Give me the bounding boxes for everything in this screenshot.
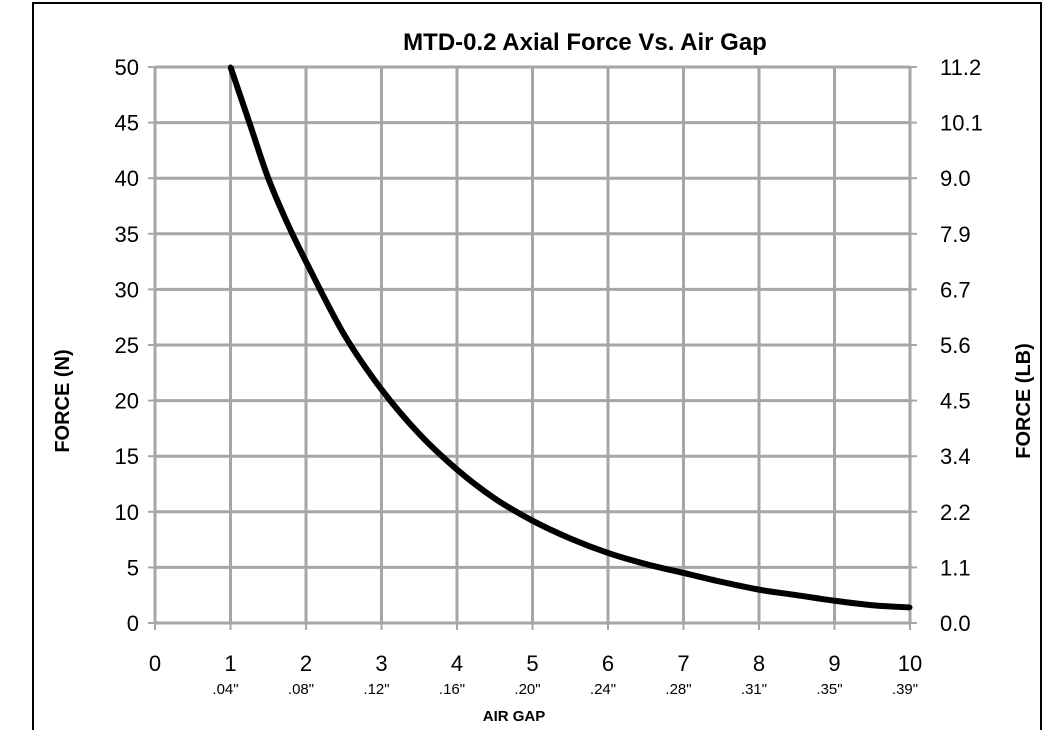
x-tick-label: 8 (753, 651, 765, 676)
x-tick-label: 3 (375, 651, 387, 676)
y2-tick-label: 0.0 (940, 611, 971, 636)
y-axis-title: FORCE (N) (52, 349, 74, 452)
data-point (228, 64, 233, 70)
data-point (492, 495, 498, 501)
data-point (718, 579, 724, 585)
y-tick-label: 40 (115, 166, 139, 191)
data-point (454, 467, 460, 473)
data-point (416, 431, 422, 437)
y2-tick-label: 3.4 (940, 444, 971, 469)
data-point (794, 592, 800, 598)
x-subtick-label: .08" (288, 681, 314, 698)
y-tick-label: 0 (127, 611, 139, 636)
y-tick-label: 25 (115, 333, 139, 358)
x-subtick-label: .39" (892, 681, 918, 698)
series-line (227, 66, 911, 611)
y2-tick-label: 1.1 (940, 555, 971, 580)
tick-labels: 0 1 .04" 2 .08" 3 .12" 4 .16" 5 .20" 6 .24" 7 .28" 8 .31… (115, 55, 983, 698)
x-tick-label: 1 (224, 651, 236, 676)
y-tick-label: 45 (115, 111, 139, 136)
y-tick-label: 10 (115, 500, 139, 525)
x-subtick-label: .20" (514, 681, 540, 698)
x-tick-label: 5 (526, 651, 538, 676)
x-subtick-label: .12" (363, 681, 389, 698)
x-axis-title: AIR GAP (483, 708, 546, 725)
data-point (379, 386, 384, 392)
y-tick-label: 20 (115, 389, 139, 414)
y-tick-label: 35 (115, 222, 139, 247)
y-tick-label: 50 (115, 55, 139, 80)
data-point (284, 220, 290, 226)
y2-tick-label: 11.2 (940, 55, 981, 80)
y2-axis-title: FORCE (LB) (1013, 343, 1035, 459)
x-subtick-label: .28" (665, 681, 691, 698)
x-subtick-label: .31" (741, 681, 767, 698)
x-tick-label: 4 (451, 651, 463, 676)
x-subtick-label: .16" (439, 681, 465, 698)
data-point (869, 602, 875, 608)
y-tick-label: 15 (115, 444, 139, 469)
data-point (265, 175, 271, 181)
data-point (681, 570, 686, 576)
x-tick-label: 2 (300, 651, 312, 676)
x-tick-label: 6 (602, 651, 614, 676)
series-layer (227, 64, 913, 611)
x-tick-label: 0 (149, 651, 161, 676)
chart-title: MTD-0.2 Axial Force Vs. Air Gap (403, 29, 767, 56)
y2-tick-label: 6.7 (940, 277, 971, 302)
y2-tick-label: 9.0 (940, 166, 971, 191)
x-tick-label: 10 (898, 651, 922, 676)
y-tick-label: 30 (115, 277, 139, 302)
data-point (907, 604, 913, 610)
x-tick-label: 7 (677, 651, 689, 676)
x-tick-label: 9 (828, 651, 840, 676)
y2-tick-label: 2.2 (940, 500, 971, 525)
data-point (605, 550, 611, 556)
axes (148, 66, 917, 630)
y2-tick-label: 5.6 (940, 333, 971, 358)
data-point (530, 518, 535, 524)
x-subtick-label: .24" (590, 681, 616, 698)
y2-tick-label: 7.9 (940, 222, 971, 247)
data-point (303, 259, 309, 265)
y-tick-label: 5 (127, 555, 139, 580)
data-point (341, 331, 347, 337)
y2-tick-label: 4.5 (940, 389, 971, 414)
x-subtick-label: .04" (212, 681, 238, 698)
data-point (832, 598, 837, 604)
y2-tick-label: 10.1 (940, 111, 983, 136)
data-point (643, 561, 649, 567)
data-point (756, 587, 762, 593)
data-point (246, 120, 252, 126)
data-point (567, 535, 573, 541)
chart-border (32, 2, 1042, 730)
x-subtick-label: .35" (816, 681, 842, 698)
grid (155, 65, 912, 623)
